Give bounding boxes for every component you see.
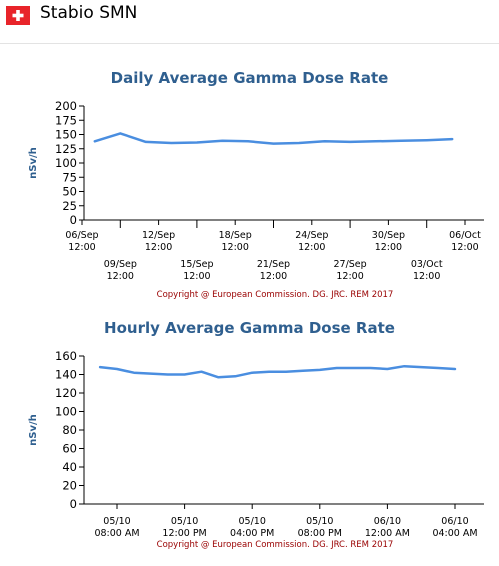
daily-series-line [93, 132, 454, 145]
daily-x-tick-sublabel: 12:00 [183, 271, 210, 282]
hourly-y-axis-label: nSv/h [28, 414, 39, 446]
hourly-y-tick-label: 40 [62, 460, 77, 474]
hourly-x-tick-sublabel: 08:00 AM [94, 528, 139, 539]
daily-y-tick-label: 0 [70, 213, 77, 227]
daily-x-tick-label: 06/Oct [449, 230, 481, 241]
daily-x-tick-sublabel: 12:00 [375, 242, 402, 253]
daily-x-tick-sublabel: 12:00 [413, 271, 440, 282]
daily-x-tick-label: 15/Sep [180, 259, 213, 270]
hourly-x-tick-label: 05/10 [171, 516, 198, 527]
daily-x-tick-sublabel: 12:00 [145, 242, 172, 253]
hourly-x-tick-sublabel: 12:00 PM [162, 528, 206, 539]
station-header: Stabio SMN [0, 0, 499, 34]
header-divider [0, 43, 499, 44]
hourly-x-tick-label: 06/10 [441, 516, 468, 527]
daily-x-tick-sublabel: 12:00 [298, 242, 325, 253]
hourly-x-tick-label: 05/10 [103, 516, 130, 527]
daily-x-tick-label: 27/Sep [333, 259, 366, 270]
hourly-x-tick-sublabel: 04:00 PM [230, 528, 274, 539]
hourly-chart-copyright: Copyright @ European Commission. DG. JRC… [156, 540, 394, 550]
daily-chart-copyright: Copyright @ European Commission. DG. JRC… [156, 290, 394, 300]
hourly-x-tick-label: 05/10 [239, 516, 266, 527]
hourly-x-tick-label: 05/10 [306, 516, 333, 527]
hourly-x-tick-sublabel: 12:00 AM [365, 528, 410, 539]
daily-x-tick-label: 06/Sep [65, 230, 98, 241]
daily-x-tick-sublabel: 12:00 [260, 271, 287, 282]
daily-y-tick-label: 75 [62, 170, 77, 184]
hourly-y-tick-label: 0 [70, 497, 77, 511]
daily-x-tick-label: 12/Sep [142, 230, 175, 241]
daily-x-tick-label: 21/Sep [257, 259, 290, 270]
hourly-y-tick-label: 120 [55, 386, 77, 400]
hourly-x-tick-sublabel: 04:00 AM [432, 528, 477, 539]
hourly-series-line [98, 364, 457, 379]
daily-chart: 0255075100125150175200nSv/h06/Sep12:0009… [28, 99, 484, 282]
hourly-x-tick-sublabel: 08:00 PM [298, 528, 342, 539]
daily-x-tick-sublabel: 12:00 [107, 271, 134, 282]
hourly-y-tick-label: 140 [55, 368, 77, 382]
daily-x-tick-label: 24/Sep [295, 230, 328, 241]
daily-x-tick-sublabel: 12:00 [451, 242, 478, 253]
hourly-chart-title: Hourly Average Gamma Dose Rate [104, 319, 395, 337]
station-name: Stabio SMN [40, 3, 138, 23]
daily-x-tick-sublabel: 12:00 [336, 271, 363, 282]
daily-x-tick-label: 03/Oct [411, 259, 443, 270]
daily-y-axis-label: nSv/h [28, 147, 39, 179]
daily-x-tick-label: 18/Sep [219, 230, 252, 241]
hourly-y-tick-label: 60 [62, 442, 77, 456]
daily-y-tick-label: 200 [55, 99, 77, 113]
daily-x-tick-sublabel: 12:00 [222, 242, 249, 253]
hourly-y-tick-label: 160 [55, 349, 77, 363]
daily-y-tick-label: 150 [55, 128, 77, 142]
hourly-y-tick-label: 20 [62, 479, 77, 493]
daily-chart-title: Daily Average Gamma Dose Rate [110, 69, 389, 87]
daily-y-tick-label: 25 [62, 199, 77, 213]
daily-x-tick-sublabel: 12:00 [68, 242, 95, 253]
hourly-y-tick-label: 100 [55, 405, 77, 419]
daily-x-tick-label: 30/Sep [372, 230, 405, 241]
swiss-flag-icon [6, 6, 30, 25]
hourly-x-tick-label: 06/10 [374, 516, 401, 527]
daily-y-tick-label: 175 [55, 113, 77, 127]
daily-y-tick-label: 100 [55, 156, 77, 170]
daily-x-tick-label: 09/Sep [104, 259, 137, 270]
hourly-y-tick-label: 80 [62, 423, 77, 437]
daily-y-tick-label: 50 [62, 185, 77, 199]
daily-y-tick-label: 125 [55, 142, 77, 156]
